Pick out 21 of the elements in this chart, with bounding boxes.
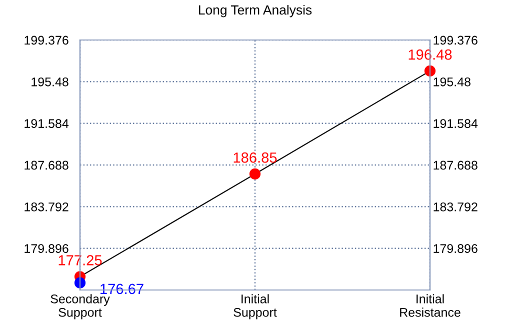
y-tick-label: 191.584 bbox=[24, 119, 69, 128]
y2-tick-label: 191.584 bbox=[434, 119, 478, 128]
point bbox=[424, 65, 436, 77]
y2-tick-label: 187.688 bbox=[434, 160, 478, 170]
point bbox=[249, 168, 261, 180]
x-tick-label: Initial Support bbox=[234, 294, 277, 320]
data-label: 177.25 bbox=[58, 255, 102, 266]
y-tick-label: 187.688 bbox=[24, 160, 68, 170]
y-tick-label: 183.792 bbox=[24, 202, 68, 212]
y2-tick-label: 195.48 bbox=[434, 77, 470, 86]
chart-title: Long Term Analysis bbox=[199, 4, 312, 18]
y2-tick-label: 183.792 bbox=[434, 202, 478, 212]
data-label: 186.85 bbox=[234, 152, 277, 163]
data-label: 196.48 bbox=[408, 49, 452, 60]
y-tick-label: 195.48 bbox=[32, 77, 68, 86]
y-tick-label: 199.376 bbox=[24, 36, 68, 45]
y2-tick-label: 199.376 bbox=[434, 36, 478, 45]
y-tick-label: 179.896 bbox=[24, 244, 68, 253]
x-tick-label: Initial Resistance bbox=[400, 294, 460, 317]
y2-tick-label: 179.896 bbox=[434, 244, 478, 253]
x-tick-label: Secondary Support bbox=[50, 294, 110, 320]
